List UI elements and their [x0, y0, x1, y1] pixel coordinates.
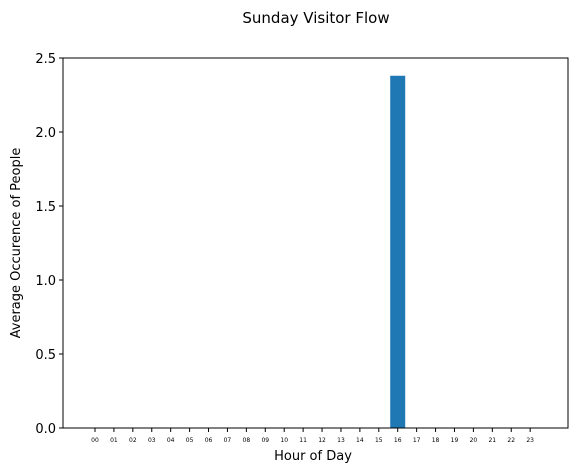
x-tick-label-14: 14	[356, 437, 364, 444]
y-tick-label-2.5: 2.5	[35, 52, 56, 67]
x-tick-label-08: 08	[243, 437, 251, 444]
chart-title: Sunday Visitor Flow	[242, 9, 389, 27]
x-tick-label-13: 13	[337, 437, 345, 444]
x-tick-label-02: 02	[129, 437, 137, 444]
x-tick-label-09: 09	[261, 437, 269, 444]
x-tick-label-07: 07	[224, 437, 232, 444]
x-tick-label-16: 16	[394, 437, 402, 444]
x-tick-label-05: 05	[186, 437, 194, 444]
x-tick-label-22: 22	[507, 437, 515, 444]
plot-frame	[62, 57, 569, 429]
y-tick-label-2.0: 2.0	[35, 126, 56, 141]
x-tick-label-00: 00	[91, 437, 99, 444]
x-tick-label-19: 19	[451, 437, 459, 444]
x-axis-label: Hour of Day	[274, 449, 352, 464]
x-tick-label-06: 06	[205, 437, 213, 444]
x-tick-label-10: 10	[280, 437, 288, 444]
x-axis: 00 01 02 03 04 05 06 07 08 09 10 11 12 13 14 15 16 17 18 19…	[91, 428, 534, 444]
y-tick-label-0.0: 0.0	[35, 422, 56, 437]
x-tick-label-03: 03	[148, 437, 156, 444]
x-tick-label-11: 11	[299, 437, 307, 444]
x-tick-label-21: 21	[488, 437, 496, 444]
x-tick-label-04: 04	[167, 437, 175, 444]
bar-16	[390, 75, 406, 428]
x-tick-label-20: 20	[470, 437, 478, 444]
x-tick-label-18: 18	[432, 437, 440, 444]
y-tick-label-0.5: 0.5	[35, 348, 56, 363]
y-tick-label-1.5: 1.5	[35, 200, 56, 215]
x-tick-label-23: 23	[526, 437, 534, 444]
x-tick-label-01: 01	[110, 437, 118, 444]
y-axis-label: Average Occurence of People	[9, 148, 24, 339]
x-tick-label-17: 17	[413, 437, 421, 444]
bars-group	[390, 75, 406, 428]
x-tick-label-12: 12	[318, 437, 326, 444]
y-tick-label-1.0: 1.0	[35, 274, 56, 289]
x-tick-label-15: 15	[375, 437, 383, 444]
y-axis: 0.0 0.5 1.0 1.5 2.0 2.5	[35, 52, 63, 437]
